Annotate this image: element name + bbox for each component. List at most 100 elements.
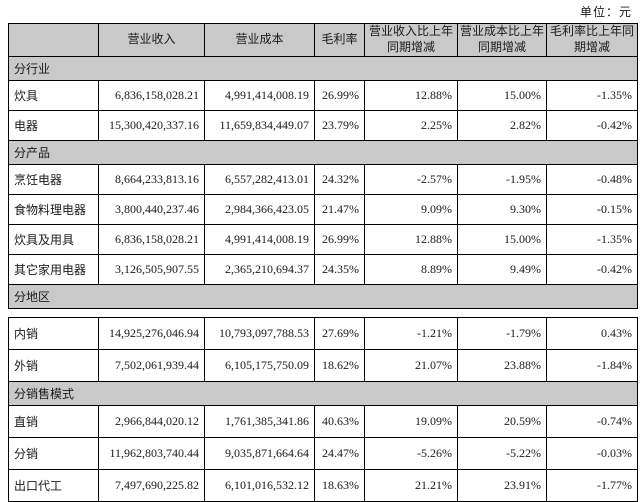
table-row: 电器 15,300,420,337.16 11,659,834,449.07 23.7… xyxy=(8,110,638,141)
cell-value: 4,991,414,008.19 xyxy=(204,224,315,255)
table-row: 外销 7,502,061,939.44 6,105,175,750.09 18.62%… xyxy=(8,349,638,382)
section-label: 分销售模式 xyxy=(8,381,638,406)
column-header-6: 毛利率比上年同期增减 xyxy=(546,23,638,57)
cell-value: 26.99% xyxy=(314,80,365,111)
unit-label: 单位：元 xyxy=(579,5,632,19)
cell-value: -1.95% xyxy=(457,164,547,195)
cell-value: -0.48% xyxy=(546,164,638,195)
cell-value: -1.77% xyxy=(546,469,638,502)
cell-value: 7,502,061,939.44 xyxy=(98,349,205,382)
cell-value: 12.88% xyxy=(364,224,458,255)
row-label: 内销 xyxy=(8,317,99,350)
cell-value: 2.82% xyxy=(457,110,547,141)
section-label: 分产品 xyxy=(8,140,638,165)
cell-value: -0.15% xyxy=(546,194,638,225)
cell-value: 21.07% xyxy=(364,349,458,382)
cell-value: 9.30% xyxy=(457,194,547,225)
cell-value: 1,761,385,341.86 xyxy=(204,405,315,438)
cell-value: 6,836,158,028.21 xyxy=(98,224,205,255)
section-row: 分销售模式 xyxy=(8,381,638,406)
table-row: 烹饪电器 8,664,233,813.16 6,557,282,413.01 24.3… xyxy=(8,164,638,195)
cell-value: 6,836,158,028.21 xyxy=(98,80,205,111)
cell-value: 11,659,834,449.07 xyxy=(204,110,315,141)
cell-value: 14,925,276,046.94 xyxy=(98,317,205,350)
cell-value: 12.88% xyxy=(364,80,458,111)
table-row: 直销 2,966,844,020.12 1,761,385,341.86 40.63%… xyxy=(8,405,638,438)
cell-value: -2.57% xyxy=(364,164,458,195)
section-row: 分地区 xyxy=(8,284,638,309)
cell-value: 3,126,505,907.55 xyxy=(98,254,205,285)
cell-value: 21.21% xyxy=(364,469,458,502)
column-header-5: 营业成本比上年同期增减 xyxy=(457,23,547,57)
row-label: 外销 xyxy=(8,349,99,382)
row-label: 电器 xyxy=(8,110,99,141)
table-header-row: 营业收入 营业成本 毛利率 营业收入比上年同期增减 营业成本比上年同期增减 毛利率比上年同… xyxy=(8,23,638,57)
row-label: 出口代工 xyxy=(8,469,99,502)
cell-value: 6,101,016,532.12 xyxy=(204,469,315,502)
cell-value: 18.62% xyxy=(314,349,365,382)
cell-value: 21.47% xyxy=(314,194,365,225)
table-row: 内销 14,925,276,046.94 10,793,097,788.53 27.6… xyxy=(8,317,638,350)
segment-table-part2: 内销 14,925,276,046.94 10,793,097,788.53 27.6… xyxy=(8,317,638,502)
table-row: 其它家用电器 3,126,505,907.55 2,365,210,694.37 24… xyxy=(8,254,638,285)
cell-value: 15.00% xyxy=(457,80,547,111)
table-row: 炊具及用具 6,836,158,028.21 4,991,414,008.19 26.… xyxy=(8,224,638,255)
cell-value: 6,557,282,413.01 xyxy=(204,164,315,195)
table-row: 炊具 6,836,158,028.21 4,991,414,008.19 26.99%… xyxy=(8,80,638,111)
cell-value: 2,365,210,694.37 xyxy=(204,254,315,285)
column-header-3: 毛利率 xyxy=(314,23,365,57)
cell-value: 3,800,440,237.46 xyxy=(98,194,205,225)
row-label: 直销 xyxy=(8,405,99,438)
section-row: 分产品 xyxy=(8,140,638,165)
cell-value: -0.42% xyxy=(546,254,638,285)
cell-value: 9.49% xyxy=(457,254,547,285)
cell-value: -1.21% xyxy=(364,317,458,350)
section-label: 分地区 xyxy=(8,284,638,309)
cell-value: 8.89% xyxy=(364,254,458,285)
section-label: 分行业 xyxy=(8,56,638,81)
cell-value: 10,793,097,788.53 xyxy=(204,317,315,350)
cell-value: 23.79% xyxy=(314,110,365,141)
cell-value: 2,984,366,423.05 xyxy=(204,194,315,225)
row-label: 炊具及用具 xyxy=(8,224,99,255)
cell-value: -1.79% xyxy=(457,317,547,350)
table-gap xyxy=(8,309,636,317)
cell-value: 15,300,420,337.16 xyxy=(98,110,205,141)
cell-value: 23.88% xyxy=(457,349,547,382)
cell-value: 6,105,175,750.09 xyxy=(204,349,315,382)
column-header-4: 营业收入比上年同期增减 xyxy=(364,23,458,57)
cell-value: 18.63% xyxy=(314,469,365,502)
cell-value: -1.35% xyxy=(546,224,638,255)
column-header-1: 营业收入 xyxy=(98,23,205,57)
row-label: 食物料理电器 xyxy=(8,194,99,225)
cell-value: -1.35% xyxy=(546,80,638,111)
table-row: 食物料理电器 3,800,440,237.46 2,984,366,423.05 21… xyxy=(8,194,638,225)
cell-value: 9.09% xyxy=(364,194,458,225)
cell-value: -1.84% xyxy=(546,349,638,382)
cell-value: 27.69% xyxy=(314,317,365,350)
column-header-0 xyxy=(8,23,99,57)
table-row: 出口代工 7,497,690,225.82 6,101,016,532.12 18.6… xyxy=(8,469,638,502)
cell-value: 4,991,414,008.19 xyxy=(204,80,315,111)
cell-value: 2.25% xyxy=(364,110,458,141)
column-header-2: 营业成本 xyxy=(204,23,315,57)
row-label: 烹饪电器 xyxy=(8,164,99,195)
cell-value: 8,664,233,813.16 xyxy=(98,164,205,195)
cell-value: 24.32% xyxy=(314,164,365,195)
cell-value: 0.43% xyxy=(546,317,638,350)
cell-value: -0.74% xyxy=(546,405,638,438)
cell-value: 40.63% xyxy=(314,405,365,438)
row-label: 其它家用电器 xyxy=(8,254,99,285)
segment-table-part1: 营业收入 营业成本 毛利率 营业收入比上年同期增减 营业成本比上年同期增减 毛利率比上年同… xyxy=(8,23,638,309)
cell-value: 20.59% xyxy=(457,405,547,438)
section-row: 分行业 xyxy=(8,56,638,81)
cell-value: 24.35% xyxy=(314,254,365,285)
cell-value: 2,966,844,020.12 xyxy=(98,405,205,438)
cell-value: 7,497,690,225.82 xyxy=(98,469,205,502)
cell-value: 19.09% xyxy=(364,405,458,438)
row-label: 炊具 xyxy=(8,80,99,111)
cell-value: -0.42% xyxy=(546,110,638,141)
cell-value: 23.91% xyxy=(457,469,547,502)
cell-value: 26.99% xyxy=(314,224,365,255)
